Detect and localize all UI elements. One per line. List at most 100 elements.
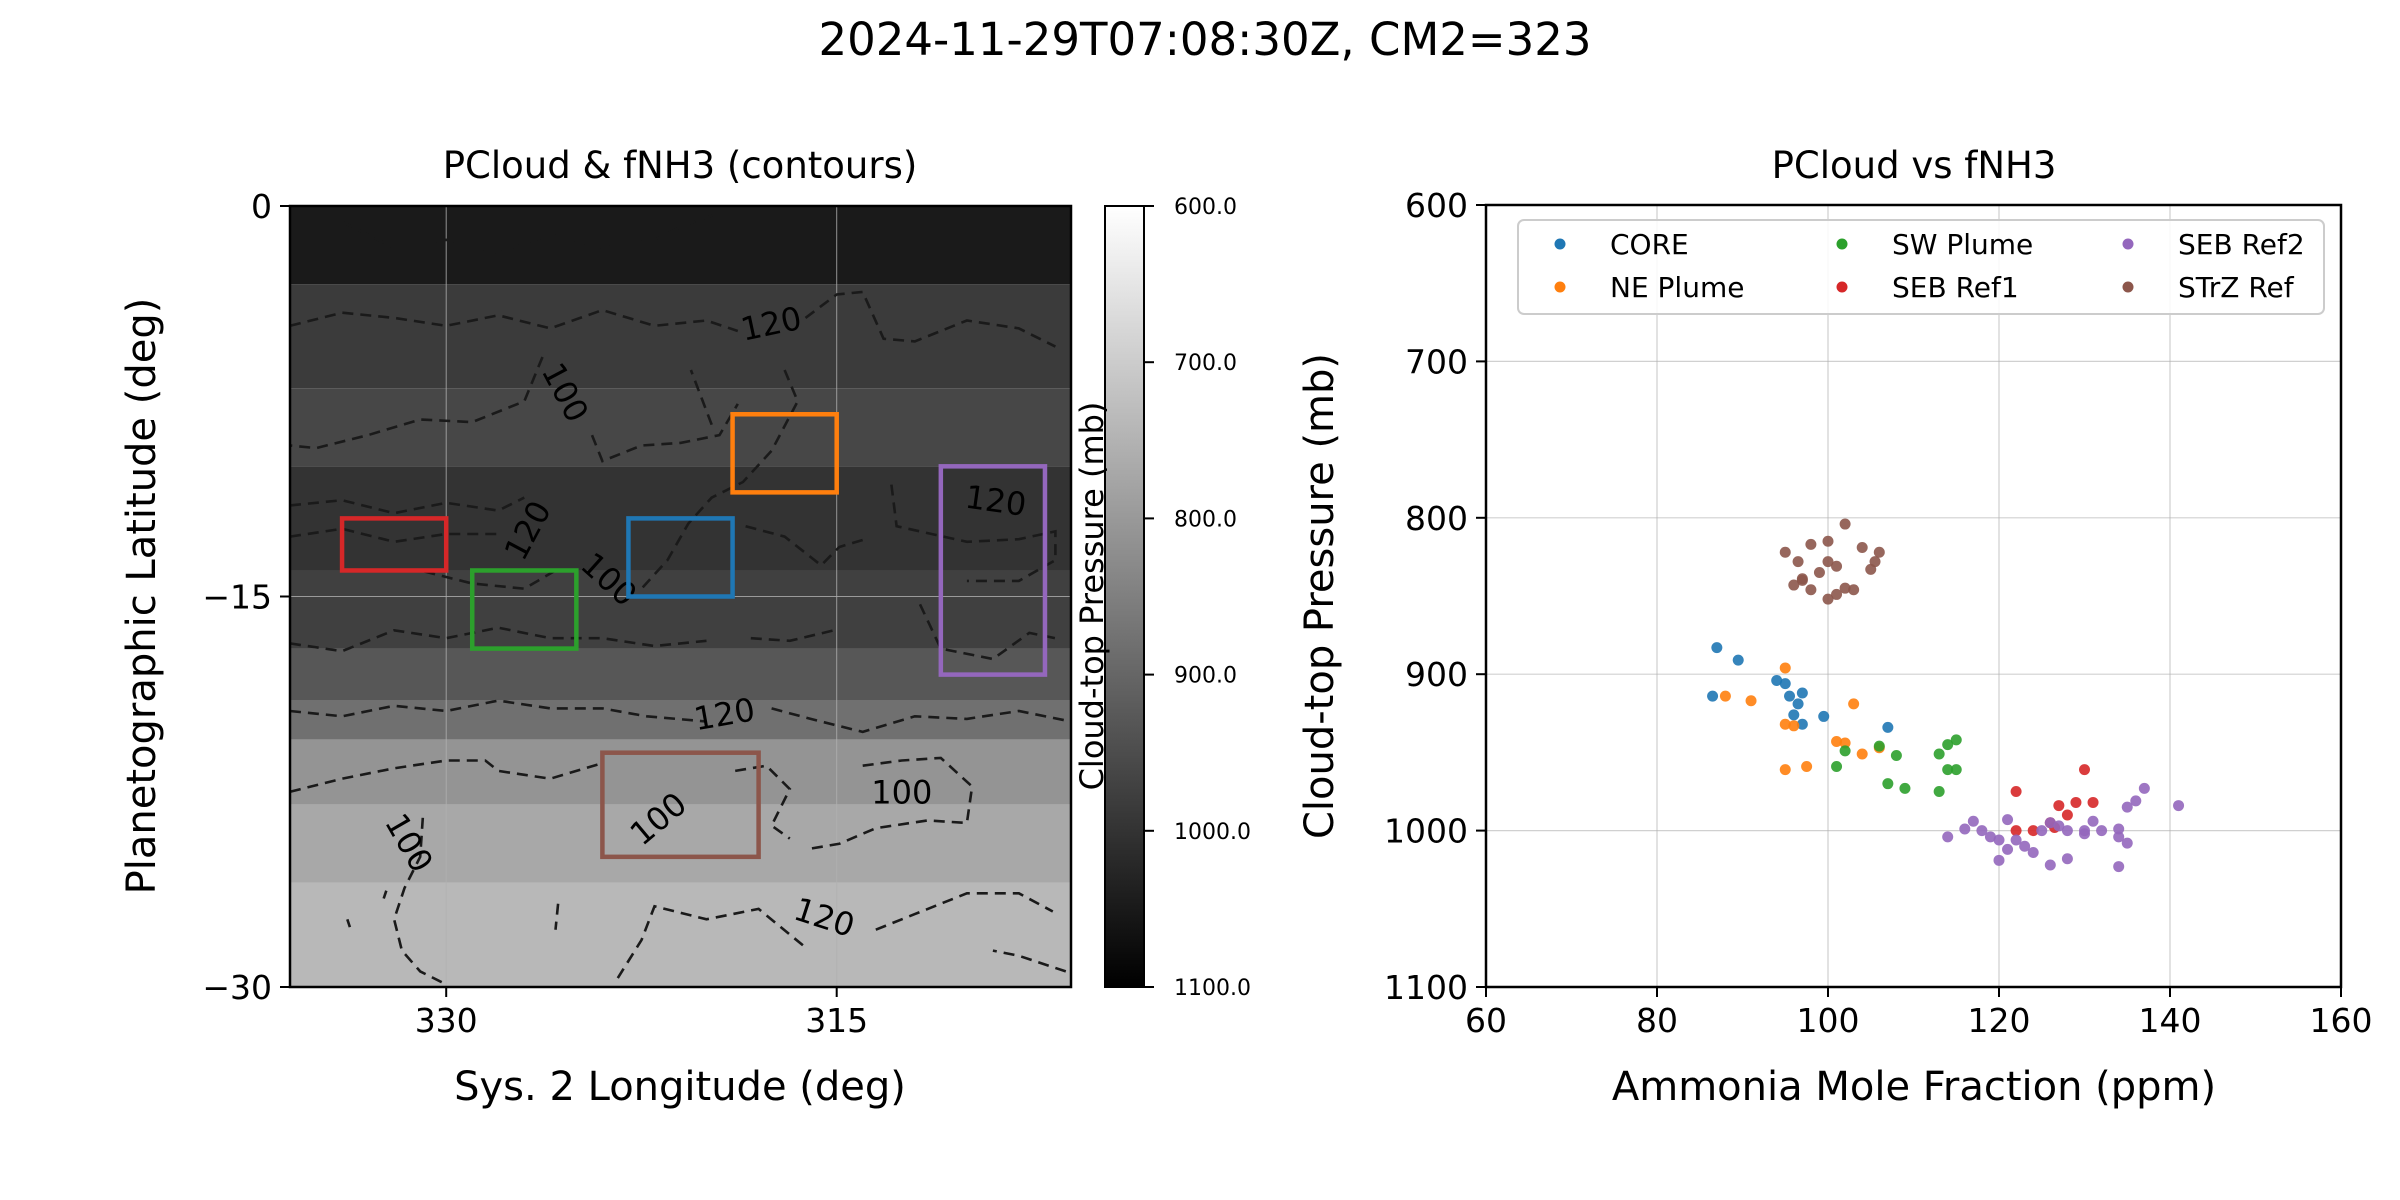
scatter-frame <box>1484 203 2343 989</box>
scatter-point <box>1882 721 1894 733</box>
scatter-point <box>2087 815 2099 827</box>
scatter-grid <box>1485 204 2342 988</box>
scatter-point <box>2010 786 2022 797</box>
scatter-title: PCloud vs fNH3 <box>1772 144 2057 187</box>
map-y-tick-label: −30 <box>202 968 272 1007</box>
colorbar-tick-label: 1100.0 <box>1174 976 1251 1001</box>
map-title: PCloud & fNH3 (contours) <box>443 144 918 187</box>
scatter-point <box>2027 825 2039 837</box>
scatter-point <box>1779 662 1791 674</box>
region-box-orange <box>730 412 839 495</box>
scatter-x-tick-label: 60 <box>1465 1001 1507 1040</box>
legend-marker <box>1836 238 1848 250</box>
scatter-point <box>1933 786 1945 797</box>
map-y-tick-label: 0 <box>251 187 272 226</box>
legend-label: SW Plume <box>1892 228 2033 261</box>
scatter-point <box>1993 854 2005 866</box>
figure-title: 2024-11-29T07:08:30Z, CM2=323 <box>818 13 1591 66</box>
contour-line <box>289 308 739 333</box>
scatter-point <box>1950 764 1962 776</box>
contour-line <box>614 904 804 983</box>
scatter-y-tick-label: 1000 <box>1384 812 1468 851</box>
scatter-point <box>1950 734 1962 746</box>
scatter-point <box>1839 518 1851 530</box>
scatter-point <box>1801 760 1813 772</box>
scatter-point <box>1976 825 1988 837</box>
scatter-point <box>1839 737 1851 749</box>
scatter-point <box>1792 556 1804 568</box>
scatter-point <box>1771 674 1783 686</box>
contour-line <box>890 484 1057 583</box>
scatter-point <box>2087 796 2099 808</box>
contour-line <box>289 759 603 794</box>
colorbar-tick-label: 700.0 <box>1174 351 1237 376</box>
colorbar-ticks: 600.0 700.0 800.0 900.0 1000.0 1100.0 <box>1144 195 1251 1001</box>
scatter-y-axis-label: Cloud-top Pressure (mb) <box>1297 353 1343 839</box>
legend-label: STrZ Ref <box>2178 271 2295 304</box>
map-region-boxes <box>339 412 1048 860</box>
colorbar-label: Cloud-top Pressure (mb) <box>1073 402 1111 791</box>
scatter-point <box>2061 825 2073 837</box>
scatter-x-tick-label: 100 <box>1797 1001 1860 1040</box>
contour-line <box>734 764 792 840</box>
map-x-axis-label: Sys. 2 Longitude (deg) <box>454 1064 906 1110</box>
scatter-point <box>2121 801 2133 813</box>
legend-box <box>1517 219 2325 315</box>
pressure-band <box>290 284 1071 389</box>
contour-line <box>346 918 352 928</box>
contour-line <box>771 707 1072 734</box>
scatter-point <box>1822 593 1834 605</box>
scatter-y-tick-label: 900 <box>1405 655 1468 694</box>
map-x-tick-label: 315 <box>805 1001 868 1040</box>
region-box-red <box>339 516 449 573</box>
scatter-point <box>1719 690 1731 702</box>
scatter-point <box>1856 542 1868 554</box>
colorbar-tick-label: 1000.0 <box>1174 820 1251 845</box>
scatter-panel: PCloud vs fNH3 60 80 100 120 140 160 600 700 800… <box>1297 144 2373 1110</box>
contour-label: 100 <box>871 773 932 811</box>
scatter-point <box>1933 748 1945 760</box>
scatter-point <box>1839 745 1851 757</box>
scatter-point <box>2036 825 2048 837</box>
scatter-point <box>1822 556 1834 568</box>
colorbar: 600.0 700.0 800.0 900.0 1000.0 1100.0 Cloud-t… <box>1073 195 1251 1001</box>
scatter-point <box>1993 834 2005 846</box>
scatter-point <box>2138 782 2150 794</box>
scatter-point <box>2096 825 2108 837</box>
scatter-point <box>1984 831 1996 843</box>
scatter-point <box>2002 814 2014 826</box>
contour-line <box>807 756 974 851</box>
legend-marker <box>2122 238 2134 250</box>
scatter-legend: CORE NE Plume SW Plume SEB Ref1 SEB Ref2 STrZ… <box>1517 219 2325 315</box>
scatter-point <box>1873 740 1885 752</box>
map-ticks: 330 315 0 −15 −30 <box>202 187 868 1040</box>
scatter-point <box>2053 800 2065 812</box>
scatter-point <box>2079 825 2090 837</box>
scatter-point <box>1839 582 1851 594</box>
scatter-point <box>2044 817 2056 829</box>
pressure-band <box>290 388 1071 467</box>
contour-line <box>341 212 718 255</box>
scatter-point <box>2121 837 2133 849</box>
scatter-point <box>1707 690 1719 702</box>
scatter-point <box>1856 748 1868 760</box>
scatter-point <box>1942 739 1954 751</box>
scatter-point <box>2173 800 2185 812</box>
scatter-point <box>1899 782 1911 794</box>
scatter-point <box>2070 796 2082 808</box>
scatter-point <box>1745 695 1757 707</box>
scatter-point <box>1779 718 1791 730</box>
legend-label: SEB Ref2 <box>2178 228 2305 261</box>
scatter-point <box>1942 764 1954 776</box>
scatter-point <box>2010 834 2022 846</box>
region-box-green <box>469 568 579 651</box>
contour-line <box>289 496 525 515</box>
scatter-point <box>1805 538 1817 550</box>
scatter-point <box>1865 563 1877 575</box>
scatter-y-tick-label: 600 <box>1405 186 1468 225</box>
pressure-band <box>290 206 1071 285</box>
contour-line <box>745 524 866 568</box>
contour-line <box>804 290 1056 348</box>
scatter-point <box>2061 853 2073 865</box>
